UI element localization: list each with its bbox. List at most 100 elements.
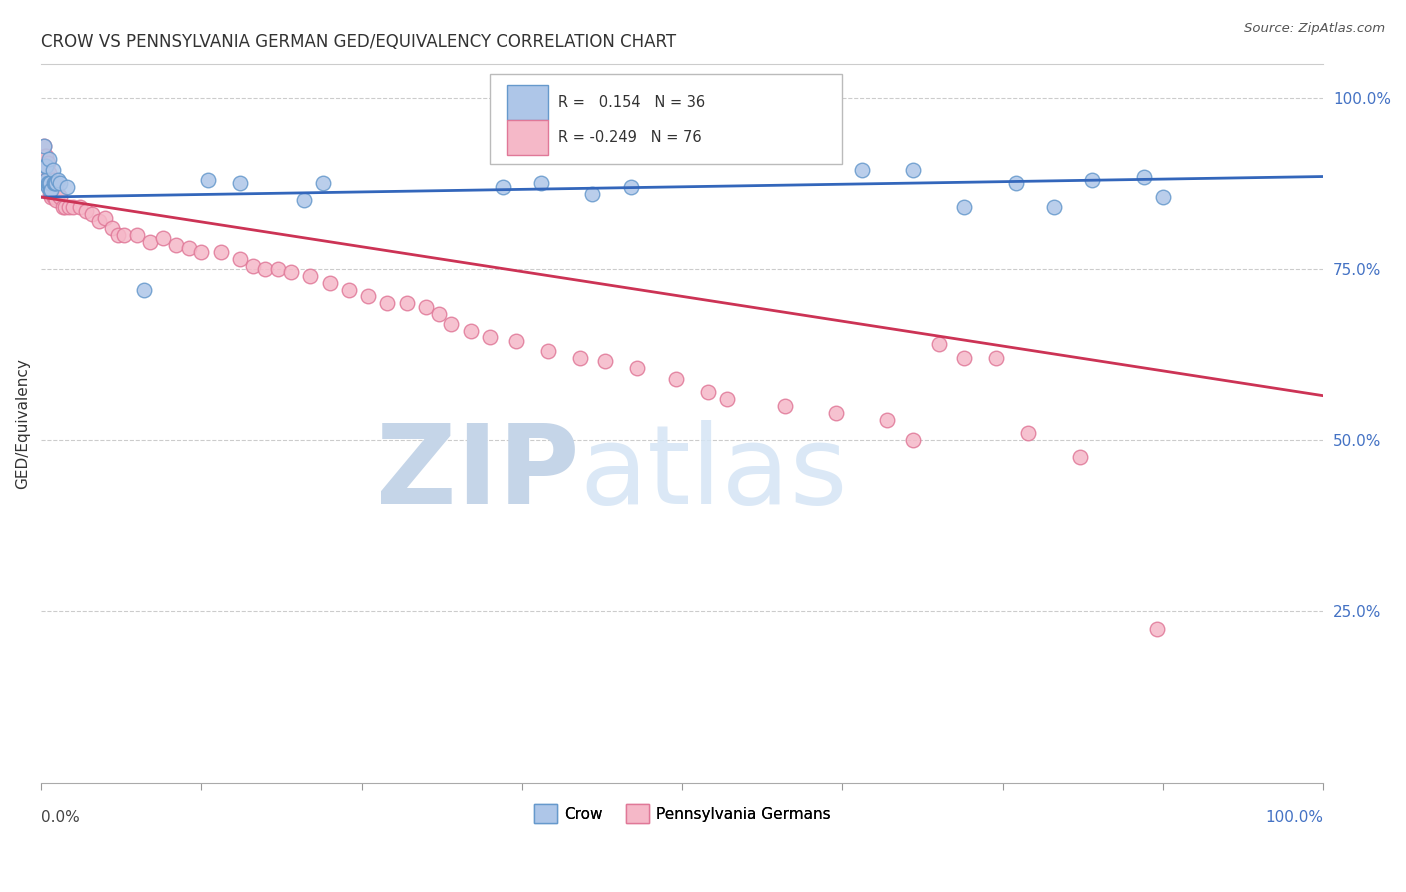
Point [229,177,252,191]
Point [825,406,848,420]
Y-axis label: GED/Equivalency: GED/Equivalency [15,358,30,489]
Point [427,306,450,320]
Point [34,177,56,191]
Point [34,177,56,191]
Point [901,434,924,448]
Point [94,211,117,225]
Point [75,203,97,218]
Point [35,149,58,163]
Point [44,177,66,191]
Point [38,177,60,191]
Point [35,173,58,187]
Point [254,262,277,277]
Point [34,159,56,173]
Point [38,166,60,180]
Point [41,162,63,177]
Point [44,177,66,191]
Text: 100.0%: 100.0% [1265,810,1323,825]
Point [530,177,553,191]
Point [107,227,129,242]
Point [41,186,63,201]
Point [299,268,322,283]
Point [1004,177,1026,191]
Point [536,344,558,359]
Point [49,190,72,204]
Point [41,183,63,197]
Point [41,173,63,187]
Point [1152,190,1174,204]
Point [716,392,738,406]
Point [132,283,155,297]
Point [38,153,60,167]
Point [953,351,976,365]
Point [55,200,77,214]
Point [696,385,718,400]
Point [177,242,200,256]
FancyBboxPatch shape [506,120,547,155]
Point [41,190,63,204]
Point [851,162,873,177]
Point [280,265,302,279]
Point [46,186,69,201]
Point [37,156,59,170]
Point [37,179,59,194]
Legend: Crow, Pennsylvania Germans: Crow, Pennsylvania Germans [527,798,837,829]
Point [773,399,796,413]
Point [100,220,122,235]
Point [39,186,62,201]
Point [82,207,104,221]
Point [55,179,77,194]
Text: ZIP: ZIP [377,420,579,527]
Point [139,235,162,249]
Point [45,177,67,191]
Text: Source: ZipAtlas.com: Source: ZipAtlas.com [1244,22,1385,36]
Point [242,259,264,273]
Text: 0.0%: 0.0% [41,810,80,825]
Text: R =   0.154   N = 36: R = 0.154 N = 36 [558,95,704,111]
Point [665,371,688,385]
Point [45,177,67,191]
Point [39,183,62,197]
Point [292,194,315,208]
Point [42,190,65,204]
Point [312,177,335,191]
Point [41,177,63,191]
Point [395,296,418,310]
Point [190,244,212,259]
Text: atlas: atlas [579,420,848,527]
Point [1081,173,1104,187]
Point [357,289,380,303]
Point [460,324,482,338]
Point [69,200,91,214]
Point [620,179,643,194]
Point [44,190,66,204]
Point [42,179,65,194]
Point [375,296,398,310]
Point [581,186,603,201]
Point [209,244,232,259]
Point [32,138,55,153]
Point [37,177,59,191]
FancyBboxPatch shape [506,85,547,120]
Point [229,252,252,266]
Point [127,227,149,242]
Point [1043,200,1066,214]
Point [318,276,340,290]
Point [39,177,62,191]
Point [337,283,360,297]
Point [197,173,219,187]
Point [39,177,62,191]
Point [593,354,616,368]
Point [58,200,80,214]
Point [52,200,75,214]
Point [1146,622,1168,636]
Point [152,231,174,245]
Point [478,330,501,344]
Point [1069,450,1091,465]
Point [32,138,55,153]
Point [492,179,515,194]
Point [267,262,290,277]
Point [953,200,976,214]
Point [1017,426,1039,441]
Point [62,200,84,214]
